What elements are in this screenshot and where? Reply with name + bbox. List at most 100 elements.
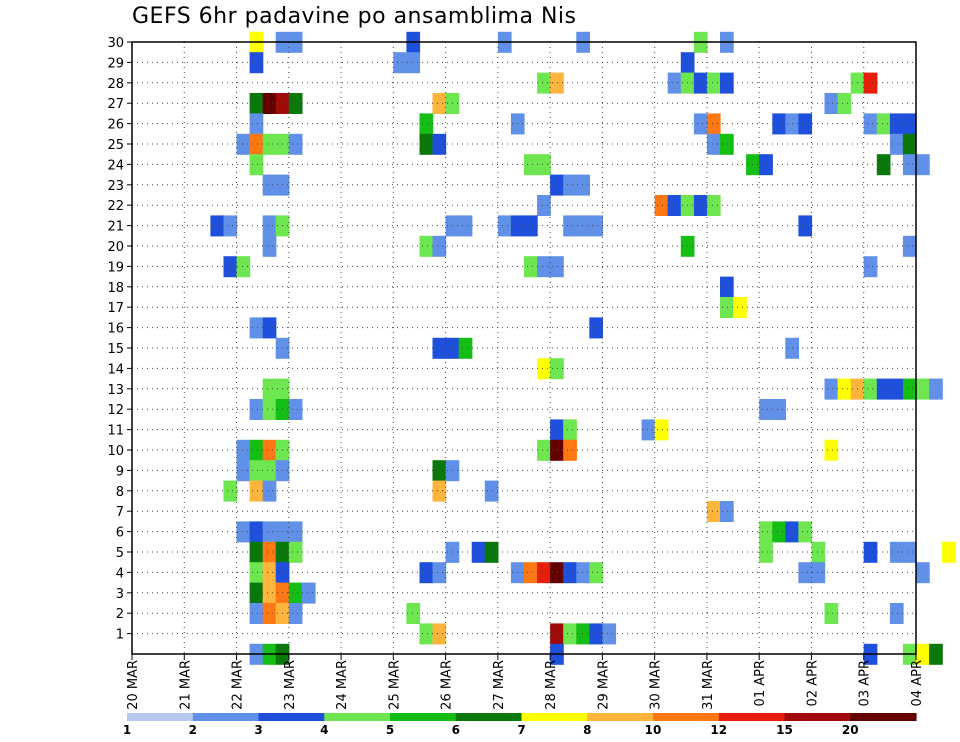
- heatmap-cell-135: [563, 439, 577, 461]
- heatmap-cell-141: [432, 460, 447, 482]
- heatmap-cell-183: [589, 562, 603, 584]
- heatmap-cell-179: [537, 562, 551, 584]
- y-tick-label: 17: [107, 301, 124, 316]
- y-axis: 1234567891011121314151617181920212223242…: [107, 36, 132, 643]
- heatmap-cell-178: [524, 562, 538, 584]
- x-tick-label: 22 MAR: [231, 660, 246, 710]
- legend-swatch: [127, 713, 194, 721]
- heatmap-cell-152: [262, 521, 277, 543]
- heatmap-cell-118: [929, 378, 943, 400]
- heatmap-cell-115: [889, 378, 904, 400]
- heatmap-cell-20: [863, 72, 878, 94]
- x-tick-label: 01 APR: [753, 660, 768, 706]
- heatmap-cell-133: [537, 439, 551, 461]
- heatmap-cell-193: [262, 603, 277, 624]
- heatmap-cell-136: [824, 439, 839, 461]
- heatmap-cell-66: [654, 195, 669, 216]
- x-tick-label: 24 MAR: [335, 660, 350, 710]
- y-tick-label: 27: [107, 97, 124, 112]
- x-tick-label: 28 MAR: [544, 660, 559, 710]
- y-tick-label: 30: [107, 36, 124, 51]
- heatmap-cell-123: [759, 399, 773, 420]
- heatmap-cell-125: [550, 419, 564, 441]
- legend-swatch: [521, 713, 588, 721]
- heatmap-cell-81: [576, 215, 590, 237]
- legend-swatch: [390, 713, 457, 721]
- heatmap-cell-172: [249, 562, 264, 584]
- heatmap-cell-43: [262, 133, 277, 155]
- heatmap-cell-185: [811, 562, 826, 584]
- heatmap-cell-14: [667, 72, 682, 94]
- heatmap-cell-205: [602, 623, 617, 645]
- heatmap-cell-202: [563, 623, 577, 645]
- heatmap-cell-83: [798, 215, 813, 237]
- heatmap-cell-186: [916, 562, 930, 584]
- legend-label: 3: [254, 723, 262, 737]
- heatmap-cell-176: [432, 562, 447, 584]
- heatmap-cell-114: [876, 378, 891, 400]
- heatmap-cell-143: [223, 480, 238, 502]
- legend-label: 20: [842, 723, 859, 737]
- heatmap-cell-53: [524, 154, 538, 176]
- y-tick-label: 24: [107, 158, 124, 173]
- heatmap-cell-52: [249, 154, 264, 176]
- heatmap-cell-191: [301, 582, 316, 604]
- heatmap-cell-67: [667, 195, 682, 216]
- heatmap-cell-192: [249, 603, 264, 624]
- heatmap-cell-145: [262, 480, 277, 502]
- heatmap-cell-168: [863, 541, 878, 563]
- heatmap-cell-111: [837, 378, 852, 400]
- heatmap-cell-94: [863, 256, 878, 278]
- heatmap-cell-47: [432, 133, 447, 155]
- heatmap-cell-36: [798, 113, 813, 135]
- heatmap-cell-33: [706, 113, 721, 135]
- heatmap-cell-180: [550, 562, 564, 584]
- y-tick-label: 22: [107, 199, 124, 214]
- heatmap-cell-38: [876, 113, 891, 135]
- x-tick-label: 26 MAR: [440, 660, 455, 710]
- heatmap-cell-134: [550, 439, 564, 461]
- heatmap-cell-37: [863, 113, 878, 135]
- legend-swatch: [455, 713, 523, 721]
- heatmap-cell-64: [576, 174, 590, 196]
- heatmap-cell-212: [916, 643, 930, 665]
- x-tick-label: 03 APR: [858, 660, 873, 706]
- heatmap-cell-120: [262, 399, 277, 420]
- heatmap-cell-106: [537, 358, 551, 380]
- y-tick-label: 4: [116, 566, 124, 581]
- y-tick-label: 2: [116, 607, 124, 622]
- x-tick-label: 29 MAR: [596, 660, 611, 710]
- heatmap-cell-129: [236, 439, 251, 461]
- heatmap-cell-124: [772, 399, 786, 420]
- y-tick-label: 26: [107, 118, 124, 133]
- heatmap-cell-70: [706, 195, 721, 216]
- color-legend: 1 2 3 4 5 6 7 8 10 12 15 20: [123, 713, 917, 737]
- heatmap-cell-160: [262, 541, 277, 563]
- heatmap-cell-139: [262, 460, 277, 482]
- heatmap-cell-54: [537, 154, 551, 176]
- heatmap-cell-32: [693, 113, 708, 135]
- legend-label: 15: [776, 723, 793, 737]
- heatmap-cell-86: [432, 235, 447, 257]
- heatmap-cell-169: [889, 541, 904, 563]
- heatmap-cell-79: [524, 215, 538, 237]
- heatmap-cell-25: [432, 93, 447, 114]
- heatmap-cell-195: [288, 603, 303, 624]
- heatmap-cell-184: [798, 562, 813, 584]
- legend-label: 4: [320, 723, 328, 737]
- heatmap-cell-181: [563, 562, 577, 584]
- y-tick-label: 5: [116, 546, 124, 561]
- heatmap-cell-138: [249, 460, 264, 482]
- heatmap-cell-50: [889, 133, 904, 155]
- y-tick-label: 19: [107, 260, 124, 275]
- heatmap-cell-108: [262, 378, 277, 400]
- y-tick-label: 6: [116, 526, 124, 541]
- heatmap-cell-159: [249, 541, 264, 563]
- heatmap-cell-62: [550, 174, 564, 196]
- heatmap-cell-10: [406, 52, 421, 74]
- heatmap-cell-98: [249, 317, 264, 339]
- heatmap-cell-167: [811, 541, 826, 563]
- heatmap-cell-113: [863, 378, 878, 400]
- heatmap-cell-80: [563, 215, 577, 237]
